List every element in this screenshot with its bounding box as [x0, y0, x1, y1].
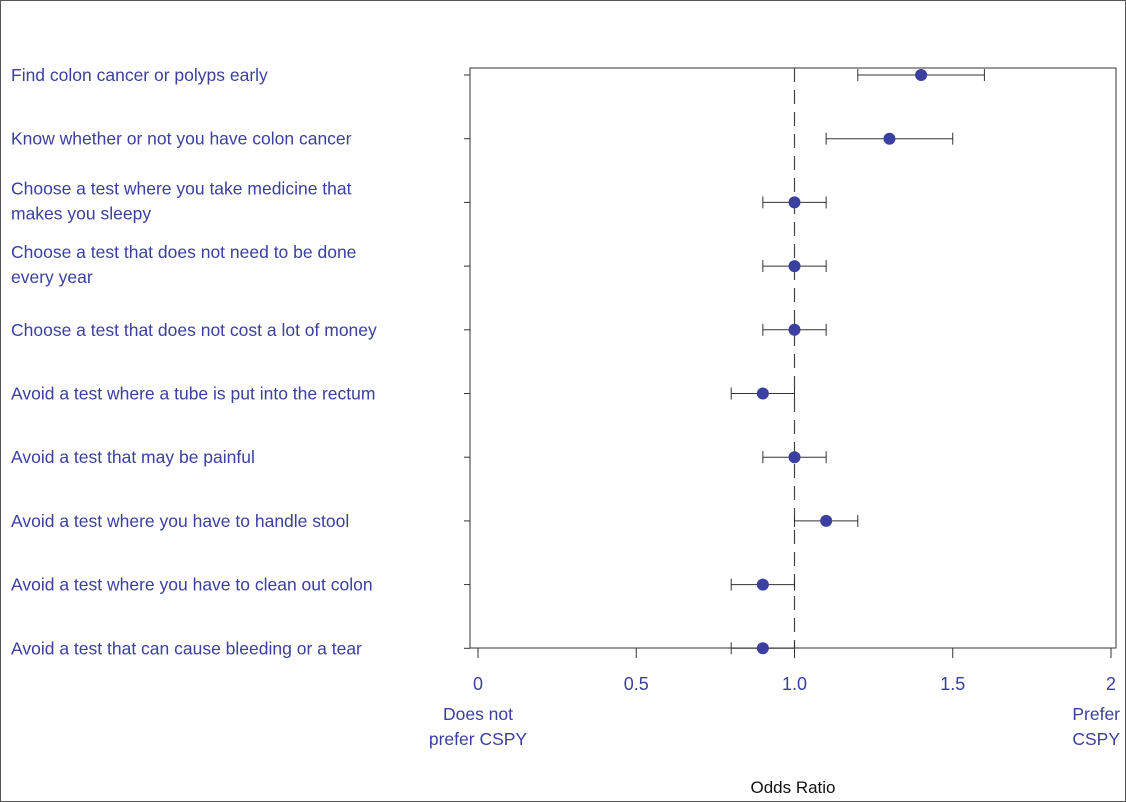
left-end-label: Does not prefer CSPY — [429, 704, 528, 749]
odds-ratio-point — [756, 642, 769, 655]
odds-ratio-point — [756, 387, 769, 400]
category-label: Choose a test where you take medicine th… — [11, 178, 352, 223]
category-label: Avoid a test where you have to clean out… — [11, 575, 373, 595]
odds-ratio-point — [915, 69, 928, 81]
category-label: Find colon cancer or polyps early — [11, 65, 268, 85]
right-end-label-line: Prefer — [1072, 704, 1120, 724]
odds-ratio-point — [788, 451, 801, 464]
odds-ratio-point — [788, 323, 801, 336]
left-end-label-line: Does not — [443, 704, 513, 724]
x-tick-label: 1.5 — [940, 674, 965, 694]
odds-ratio-point — [883, 132, 896, 145]
x-axis-title: Odds Ratio — [750, 778, 835, 797]
odds-ratio-point — [788, 260, 801, 273]
category-label-line: Choose a test that does not need to be d… — [11, 242, 356, 262]
category-label-line: Avoid a test that may be painful — [11, 447, 255, 467]
x-tick-label: 0.5 — [624, 674, 649, 694]
category-label-line: Choose a test that does not cost a lot o… — [11, 320, 377, 340]
category-label-line: makes you sleepy — [11, 203, 151, 223]
right-end-label: Prefer CSPY — [1072, 704, 1120, 749]
category-label-line: every year — [11, 267, 93, 287]
odds-ratio-point — [820, 514, 833, 527]
category-label-line: Avoid a test that can cause bleeding or … — [11, 638, 362, 658]
left-end-label-line: prefer CSPY — [429, 729, 528, 749]
category-label: Avoid a test where a tube is put into th… — [11, 384, 375, 404]
category-label-line: Avoid a test where you have to clean out… — [11, 575, 373, 595]
category-label: Choose a test that does not cost a lot o… — [11, 320, 377, 340]
x-tick-label: 0 — [473, 674, 483, 694]
x-tick-label: 2 — [1106, 674, 1116, 694]
category-label: Avoid a test where you have to handle st… — [11, 511, 349, 531]
category-label-line: Choose a test where you take medicine th… — [11, 178, 352, 198]
odds-ratio-point — [756, 578, 769, 591]
category-label: Avoid a test that may be painful — [11, 447, 255, 467]
category-label-line: Avoid a test where a tube is put into th… — [11, 384, 375, 404]
x-tick-label: 1.0 — [782, 674, 807, 694]
odds-ratio-point — [788, 196, 801, 209]
category-label-line: Avoid a test where you have to handle st… — [11, 511, 349, 531]
category-label: Choose a test that does not need to be d… — [11, 242, 356, 287]
category-label: Know whether or not you have colon cance… — [11, 129, 352, 149]
category-label: Avoid a test that can cause bleeding or … — [11, 638, 362, 658]
right-end-label-line: CSPY — [1072, 729, 1120, 749]
category-label-line: Know whether or not you have colon cance… — [11, 129, 352, 149]
category-label-line: Find colon cancer or polyps early — [11, 65, 268, 85]
